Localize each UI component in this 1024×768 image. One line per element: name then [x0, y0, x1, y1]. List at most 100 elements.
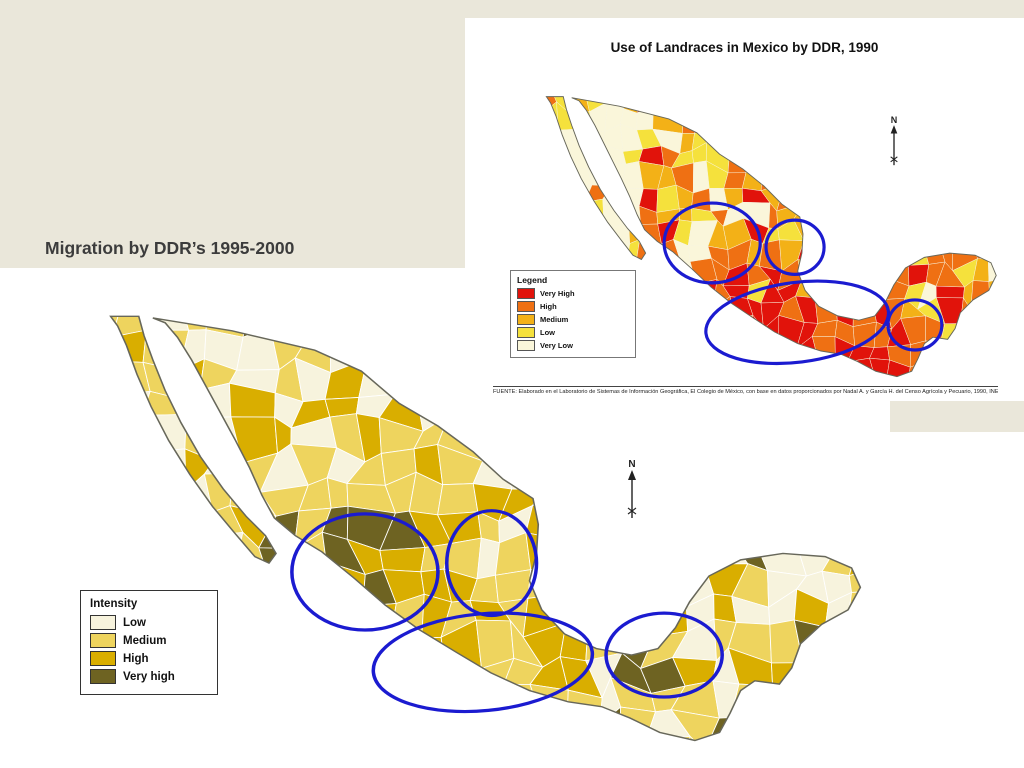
map-region [974, 219, 997, 248]
map-region [56, 536, 94, 574]
legend-swatch [517, 288, 535, 299]
map-region [821, 501, 861, 548]
map-region [566, 184, 593, 209]
legend-swatch [90, 615, 116, 630]
map-region [24, 372, 68, 404]
map-region [797, 148, 822, 171]
map-region [318, 676, 359, 724]
map-region [546, 179, 556, 203]
map-region [823, 679, 861, 724]
legend-item: Very high [90, 669, 208, 684]
map-region [847, 128, 874, 151]
map-region [671, 282, 700, 305]
annotation-ellipse [290, 512, 440, 632]
map-region [583, 538, 619, 579]
map-region [670, 444, 708, 488]
map-region [734, 445, 769, 487]
legend-label: Very high [123, 670, 175, 683]
map-region [788, 739, 836, 741]
background-panel [890, 432, 1024, 768]
map-region [640, 70, 660, 95]
map-region [919, 103, 941, 127]
map-region [830, 122, 851, 152]
legend-item: Low [517, 327, 629, 338]
map-region [815, 169, 837, 193]
map-region [821, 529, 861, 577]
map-region [995, 70, 1011, 89]
map-region [705, 751, 742, 768]
map-region [989, 96, 997, 113]
map-region [787, 479, 823, 509]
map-region [110, 535, 132, 577]
map-region [584, 198, 605, 231]
map-region [969, 202, 997, 231]
map-region [24, 395, 62, 424]
map-region [498, 714, 542, 741]
map-region [725, 70, 751, 90]
map-region [548, 179, 571, 209]
map-region [935, 179, 963, 213]
map-region [583, 511, 619, 543]
map-region [546, 165, 551, 182]
map-region [358, 751, 388, 768]
annotation-ellipse [764, 218, 826, 276]
map-region [857, 501, 861, 533]
map-region [845, 628, 861, 670]
map-region [66, 332, 101, 371]
map-region [731, 315, 754, 347]
map-region [180, 276, 220, 314]
map-region [925, 340, 944, 368]
map-region [675, 358, 701, 377]
map-region [699, 444, 743, 483]
map-region [241, 597, 274, 632]
map-region [899, 203, 919, 224]
map-region [258, 510, 300, 550]
map-region [940, 342, 959, 368]
map-region [485, 257, 503, 285]
map-region [178, 535, 221, 580]
map-region [272, 742, 298, 768]
map-region [118, 390, 151, 424]
map-region [582, 130, 606, 152]
map-region [855, 226, 873, 252]
map-region [288, 676, 320, 724]
legend-swatch [90, 633, 116, 648]
map-region [954, 179, 974, 213]
map-region [483, 187, 497, 212]
map-region [421, 656, 450, 695]
map-region [670, 709, 720, 741]
north-label: N [628, 459, 636, 470]
map-region [483, 298, 504, 329]
map-region [679, 512, 715, 552]
map-region [513, 201, 541, 225]
map-region [848, 562, 861, 593]
map-region [566, 218, 587, 245]
map-region [117, 276, 160, 304]
map-region [783, 159, 807, 186]
map-region [495, 90, 516, 109]
map-region [110, 485, 132, 511]
map-region [864, 264, 890, 279]
map-region [142, 535, 188, 569]
map-region [546, 358, 558, 377]
map-region [673, 96, 698, 114]
map-region [110, 332, 113, 366]
legend-item: Very Low [517, 340, 629, 351]
map-region [689, 303, 714, 327]
map-region [679, 477, 714, 514]
map-region [585, 218, 605, 249]
map-region [709, 72, 727, 88]
map-region [62, 459, 99, 488]
map-region [786, 127, 803, 149]
map-region [495, 104, 516, 131]
map-region [870, 128, 892, 143]
map-region [111, 329, 147, 363]
map-region [518, 357, 534, 380]
map-region [844, 667, 861, 698]
map-region [551, 506, 597, 543]
map-region [688, 74, 716, 95]
legend-label: Very Low [540, 341, 573, 350]
map-region [605, 363, 626, 377]
map-region [56, 504, 98, 539]
